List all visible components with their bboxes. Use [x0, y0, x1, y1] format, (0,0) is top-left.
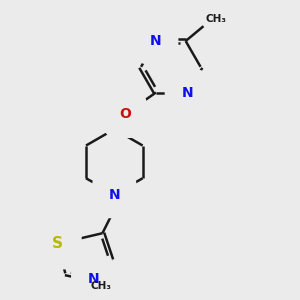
- Text: N: N: [181, 85, 193, 100]
- Text: N: N: [150, 34, 162, 48]
- Text: N: N: [109, 188, 120, 202]
- Text: O: O: [119, 107, 131, 121]
- Text: CH₃: CH₃: [206, 14, 227, 24]
- Text: N: N: [88, 272, 99, 286]
- Text: S: S: [52, 236, 63, 251]
- Text: CH₃: CH₃: [91, 281, 112, 291]
